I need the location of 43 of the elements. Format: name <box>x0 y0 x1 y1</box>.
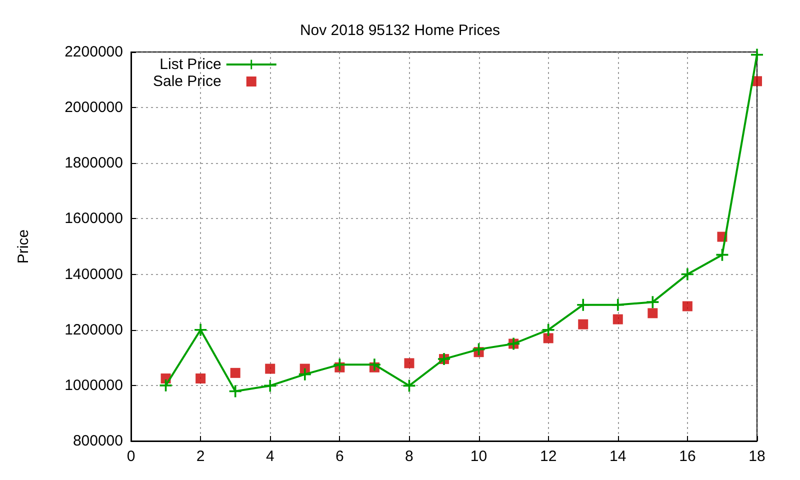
point <box>578 319 588 330</box>
y-tick-label: 800000 <box>72 432 123 450</box>
point <box>230 368 240 378</box>
point <box>612 314 623 324</box>
point <box>681 268 694 280</box>
point <box>264 380 276 392</box>
x-tick-label: 4 <box>266 448 274 465</box>
point <box>265 364 276 374</box>
y-tick-label: 1400000 <box>64 266 123 283</box>
x-tick-label: 10 <box>470 448 488 465</box>
point <box>298 368 311 380</box>
point <box>751 48 763 61</box>
point <box>194 324 207 336</box>
point <box>542 324 554 336</box>
y-axis-title: Price <box>15 229 32 264</box>
x-tick-label: 16 <box>679 448 696 465</box>
point <box>404 358 414 368</box>
point <box>648 308 658 318</box>
y-tick-label: 1600000 <box>64 210 123 228</box>
point <box>577 298 590 311</box>
point <box>160 379 172 392</box>
point <box>368 358 380 371</box>
chart-title: Nov 2018 95132 Home Prices <box>300 22 500 39</box>
x-tick-label: 8 <box>405 448 414 465</box>
x-tick-label: 2 <box>196 448 205 465</box>
y-tick-label: 2000000 <box>64 99 123 116</box>
point <box>543 333 554 344</box>
x-tick-label: 0 <box>126 448 136 465</box>
y-tick-label: 1800000 <box>64 154 123 172</box>
y-tick-label: 1200000 <box>64 321 123 338</box>
point <box>196 373 206 384</box>
x-tick-label: 6 <box>335 448 344 465</box>
x-tick-label: 14 <box>610 448 626 465</box>
point <box>646 296 659 308</box>
point <box>682 301 692 312</box>
y-tick-label: 1000000 <box>64 376 123 394</box>
legend-label: Sale Price <box>152 73 222 90</box>
x-tick-label: 12 <box>540 448 557 465</box>
x-tick-label: 18 <box>748 448 766 465</box>
legend-label: List Price <box>160 56 222 73</box>
point <box>612 298 624 311</box>
point <box>334 358 346 371</box>
y-tick-label: 2200000 <box>64 44 123 60</box>
